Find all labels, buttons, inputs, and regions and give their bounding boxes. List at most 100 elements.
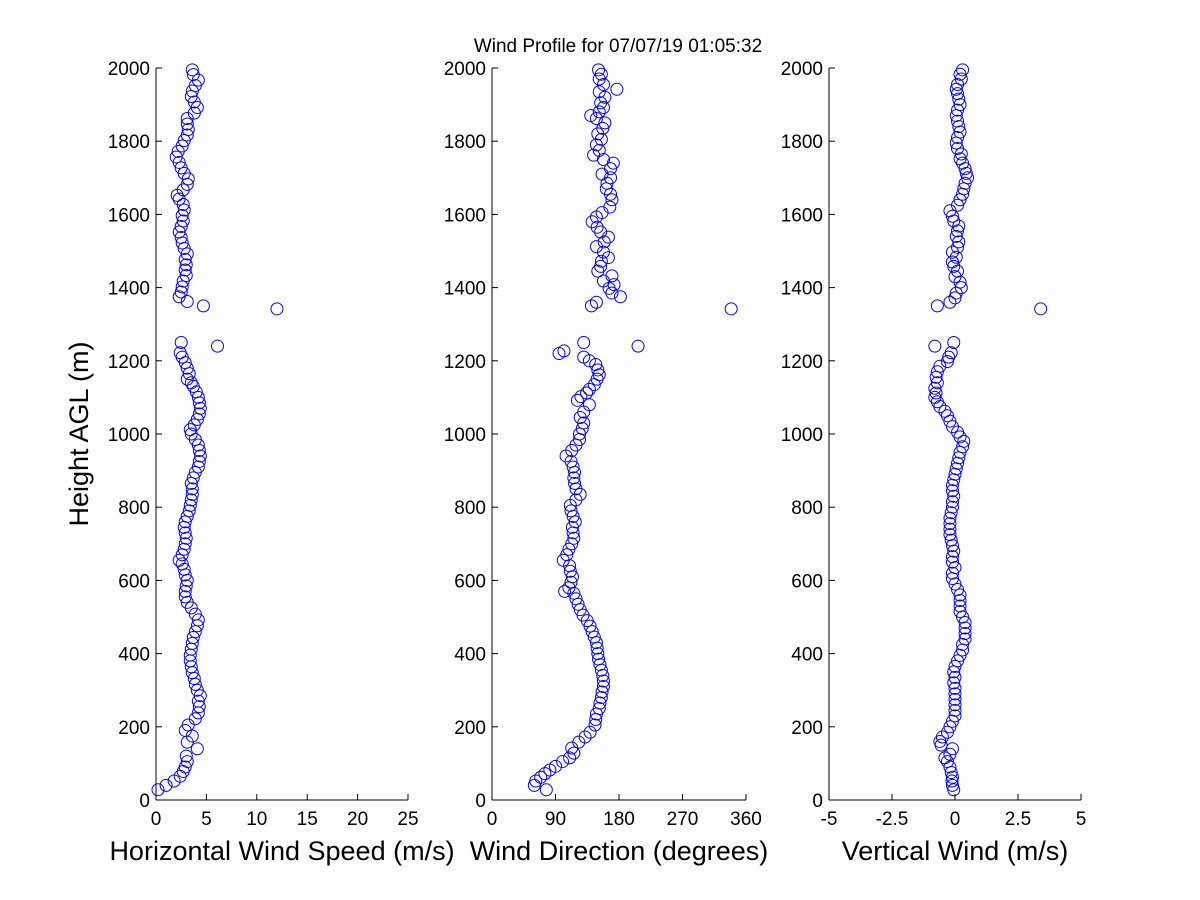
y-tick-label: 200 [454, 718, 486, 739]
data-point [945, 255, 959, 269]
data-point [179, 749, 193, 763]
data-point [592, 652, 606, 666]
data-point [724, 302, 738, 316]
data-point [610, 82, 624, 96]
data-point [179, 269, 193, 283]
data-point [196, 299, 210, 313]
data-point [928, 339, 942, 353]
data-point [944, 533, 958, 547]
data-point [948, 703, 962, 717]
x-axis-label: Horizontal Wind Speed (m/s) [109, 836, 454, 866]
data-point [191, 460, 205, 474]
data-point [184, 427, 198, 441]
data-point [594, 691, 608, 705]
data-point [945, 209, 959, 223]
y-tick-label: 200 [791, 718, 823, 739]
data-point [180, 117, 194, 131]
data-point [945, 550, 959, 564]
data-point [588, 718, 602, 732]
x-tick-label: 90 [545, 809, 566, 830]
data-point [181, 122, 195, 136]
data-point [943, 528, 957, 542]
data-point [935, 730, 949, 744]
data-point [580, 386, 594, 400]
data-point [593, 696, 607, 710]
data-point [940, 725, 954, 739]
data-point [577, 350, 591, 364]
data-point [180, 295, 194, 309]
y-tick-label: 1000 [781, 425, 823, 446]
x-tick-label: -2.5 [876, 809, 909, 830]
data-point [178, 584, 192, 598]
data-point [599, 182, 613, 196]
data-point [175, 208, 189, 222]
data-point [947, 336, 961, 349]
data-point [945, 500, 959, 514]
y-tick-label: 400 [118, 645, 150, 666]
data-point [945, 770, 959, 784]
subplot-wind-direction: 0 200 400 600 800 1000 1200 1400 1600 1800 2000 0 90… [444, 59, 769, 866]
data-point [185, 487, 199, 501]
y-tick-label: 2000 [781, 59, 823, 80]
data-point [951, 654, 965, 668]
data-point [945, 778, 959, 792]
data-point [565, 537, 579, 551]
y-tick-label: 800 [118, 498, 150, 519]
data-point [595, 685, 609, 699]
data-point [592, 63, 606, 77]
y-tick-label: 2000 [444, 59, 486, 80]
y-tick-label: 1400 [444, 279, 486, 300]
data-point [947, 676, 961, 690]
data-point [594, 225, 608, 239]
y-tick-label: 600 [791, 571, 823, 592]
data-point [534, 770, 548, 784]
data-point [951, 114, 965, 128]
data-point [175, 280, 189, 294]
data-point [948, 692, 962, 706]
data-point [180, 595, 194, 609]
data-point [1034, 302, 1048, 316]
data-point [940, 755, 954, 769]
data-point [948, 291, 962, 305]
x-tick-label: 20 [347, 809, 368, 830]
data-point [958, 626, 972, 640]
data-point [943, 522, 957, 536]
x-tick-label: 0 [487, 809, 498, 830]
data-point [592, 85, 606, 99]
data-point [951, 103, 965, 117]
data-point [556, 755, 570, 769]
data-point [178, 526, 192, 540]
subplot-horizontal-wind-speed: 0 200 400 600 800 1000 1200 1400 1600 1800 2000 0 5 1… [64, 59, 455, 866]
data-point [564, 575, 578, 589]
data-point [191, 390, 205, 404]
data-point [957, 434, 971, 448]
data-point [956, 63, 970, 77]
data-point [603, 200, 617, 214]
x-tick-label: 25 [397, 809, 418, 830]
data-point [188, 607, 202, 621]
data-point [174, 161, 188, 175]
data-point [178, 263, 192, 277]
data-point [190, 742, 204, 756]
data-point [596, 680, 610, 694]
data-point [948, 681, 962, 695]
data-point [180, 128, 194, 142]
data-point [563, 751, 577, 765]
data-point [930, 365, 944, 379]
data-point [953, 605, 967, 619]
y-tick-label: 800 [454, 498, 486, 519]
y-tick-label: 0 [475, 791, 486, 812]
data-point [583, 725, 597, 739]
data-point [178, 590, 192, 604]
data-point [945, 245, 959, 259]
data-point [186, 630, 200, 644]
data-point [952, 235, 966, 249]
data-point [948, 270, 962, 284]
y-tick-label: 1000 [108, 425, 150, 446]
data-point [174, 230, 188, 244]
data-point [606, 156, 620, 170]
data-point [944, 346, 958, 360]
x-tick-label: 180 [603, 809, 635, 830]
data-point [182, 504, 196, 518]
